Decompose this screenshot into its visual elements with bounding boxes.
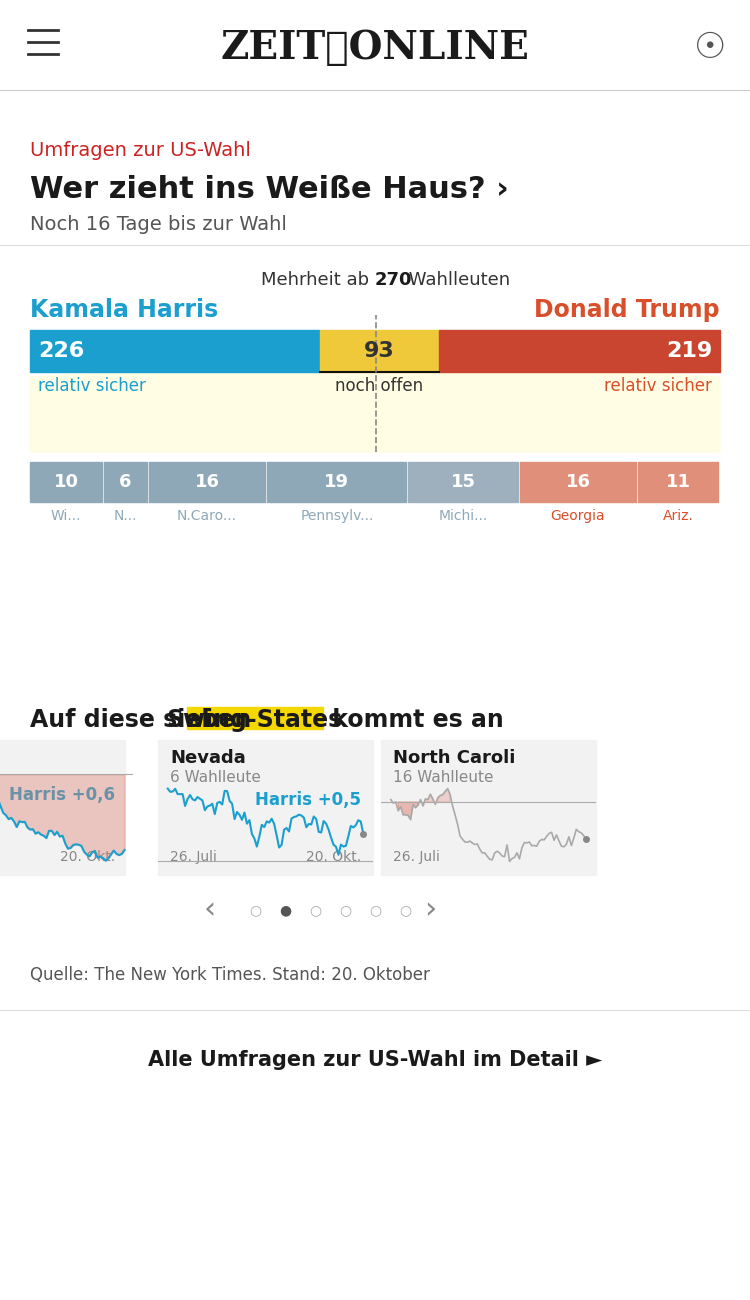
Text: Donald Trump: Donald Trump (534, 298, 720, 322)
Text: Pennsylv...: Pennsylv... (300, 510, 374, 523)
Text: ○: ○ (339, 903, 351, 916)
Text: Georgia: Georgia (550, 510, 605, 523)
Bar (148, 462, 266, 502)
Text: 16: 16 (194, 473, 220, 491)
Text: 11: 11 (666, 473, 691, 491)
Bar (0, 0, 750, 90)
Bar (30, 462, 102, 502)
Bar (0, 740, 125, 875)
Text: 26. Juli: 26. Juli (393, 850, 439, 865)
Bar (158, 740, 373, 875)
Text: 16: 16 (566, 473, 590, 491)
Text: Nevada: Nevada (170, 749, 246, 767)
Text: N.Caro...: N.Caro... (177, 510, 237, 523)
Text: 20. Okt.: 20. Okt. (60, 850, 115, 865)
Bar (268, 462, 406, 502)
Text: ○: ○ (249, 903, 261, 916)
Text: 26. Juli: 26. Juli (170, 850, 217, 865)
Text: 15: 15 (451, 473, 476, 491)
Text: Wer zieht ins Weiße Haus? ›: Wer zieht ins Weiße Haus? › (30, 176, 508, 204)
Text: Auf diese sieben: Auf diese sieben (30, 708, 260, 732)
Text: ○: ○ (399, 903, 411, 916)
Text: 16 Wahlleute: 16 Wahlleute (393, 771, 494, 785)
Text: N...: N... (114, 510, 137, 523)
Text: North Caroli: North Caroli (393, 749, 515, 767)
Text: kommt es an: kommt es an (325, 708, 504, 732)
Text: Kamala Harris: Kamala Harris (30, 298, 218, 322)
Bar (520, 462, 637, 502)
Text: 93: 93 (364, 341, 394, 361)
Text: relativ sicher: relativ sicher (38, 377, 146, 395)
Text: Harris +0,5: Harris +0,5 (255, 790, 361, 809)
Text: Michi...: Michi... (439, 510, 488, 523)
Text: ○: ○ (309, 903, 321, 916)
Text: ☉: ☉ (694, 31, 726, 65)
Text: 6 Wahlleute: 6 Wahlleute (170, 771, 261, 785)
Bar (187, 707, 322, 729)
Text: Alle Umfragen zur US-Wahl im Detail ►: Alle Umfragen zur US-Wahl im Detail ► (148, 1050, 602, 1070)
Text: Noch 16 Tage bis zur Wahl: Noch 16 Tage bis zur Wahl (30, 216, 286, 234)
Text: relativ sicher: relativ sicher (604, 377, 712, 395)
Text: 19: 19 (325, 473, 350, 491)
Text: noch offen: noch offen (335, 377, 424, 395)
Text: ›: › (424, 896, 436, 924)
Bar (409, 462, 518, 502)
Bar (104, 462, 147, 502)
Text: ●: ● (279, 903, 291, 916)
Polygon shape (30, 359, 720, 452)
Text: 10: 10 (53, 473, 79, 491)
Text: Wi...: Wi... (51, 510, 81, 523)
Text: ZEIT★ONLINE: ZEIT★ONLINE (220, 29, 530, 68)
Text: ○: ○ (369, 903, 381, 916)
Text: Harris +0,6: Harris +0,6 (9, 786, 115, 803)
Text: Wahlleuten: Wahlleuten (403, 270, 510, 289)
Bar (381, 740, 596, 875)
Text: 219: 219 (666, 341, 712, 361)
Bar (440, 330, 720, 372)
Bar (638, 462, 718, 502)
Bar (30, 330, 320, 372)
Text: Umfragen zur US-Wahl: Umfragen zur US-Wahl (30, 140, 251, 160)
Text: 270: 270 (375, 270, 413, 289)
Text: Ariz.: Ariz. (663, 510, 694, 523)
Text: 20. Okt.: 20. Okt. (306, 850, 361, 865)
Text: 226: 226 (38, 341, 84, 361)
Text: Quelle: The New York Times. Stand: 20. Oktober: Quelle: The New York Times. Stand: 20. O… (30, 966, 430, 984)
Text: Swing-States: Swing-States (166, 708, 343, 732)
Text: Mehrheit ab: Mehrheit ab (261, 270, 375, 289)
Bar (320, 330, 440, 372)
Text: ‹: ‹ (204, 896, 216, 924)
Text: 6: 6 (119, 473, 132, 491)
